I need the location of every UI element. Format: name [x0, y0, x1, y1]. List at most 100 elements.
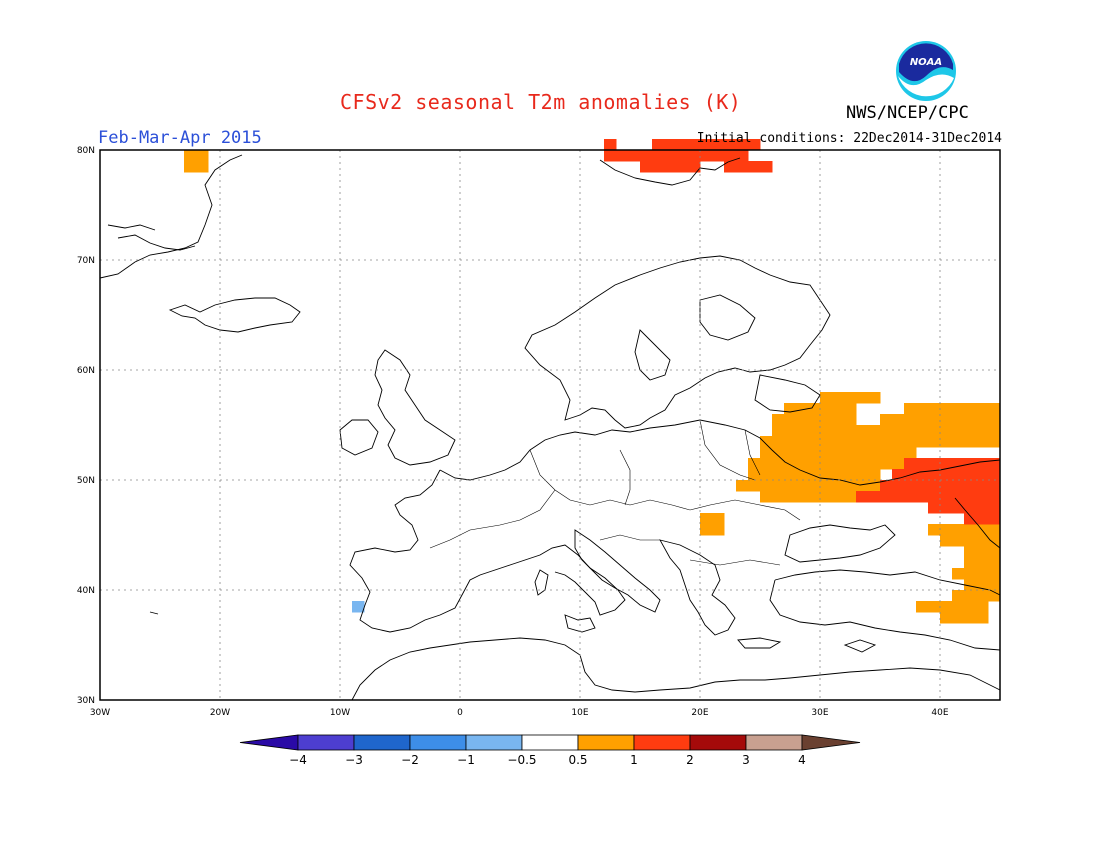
- anomaly-cell: [844, 436, 857, 448]
- anomaly-cell: [652, 139, 665, 151]
- anomaly-cell: [976, 436, 989, 448]
- lat-tick-label: 80N: [77, 146, 95, 156]
- anomaly-cell: [820, 469, 833, 481]
- anomaly-cell: [940, 535, 953, 547]
- anomaly-cell: [964, 546, 977, 558]
- anomaly-cell: [652, 161, 665, 173]
- anomaly-cell: [928, 601, 941, 613]
- anomaly-cell: [904, 458, 917, 470]
- anomaly-cell: [976, 425, 989, 437]
- anomaly-cell: [904, 480, 917, 492]
- anomaly-cell: [916, 480, 929, 492]
- anomaly-cell: [748, 469, 761, 481]
- anomaly-cell: [964, 601, 977, 613]
- anomaly-cell: [856, 480, 869, 492]
- anomaly-cell: [904, 425, 917, 437]
- anomaly-cell: [916, 414, 929, 426]
- anomaly-cell: [604, 150, 617, 162]
- anomaly-cell: [688, 161, 701, 173]
- anomaly-cell: [904, 414, 917, 426]
- anomaly-cell: [784, 458, 797, 470]
- anomaly-cell: [736, 480, 749, 492]
- anomaly-cell: [964, 579, 977, 591]
- anomaly-cell: [820, 480, 833, 492]
- anomaly-cell: [196, 161, 209, 173]
- anomaly-cell: [964, 535, 977, 547]
- anomaly-cell: [988, 414, 1001, 426]
- anomaly-cell: [676, 161, 689, 173]
- anomaly-cell: [772, 480, 785, 492]
- anomaly-cell: [760, 458, 773, 470]
- anomaly-cell: [976, 469, 989, 481]
- anomaly-cell: [928, 458, 941, 470]
- longitude-labels: 30W 20W 10W 0 10E 20E 30E 40E: [90, 708, 949, 718]
- anomaly-cell: [760, 480, 773, 492]
- anomaly-cell: [952, 535, 965, 547]
- colorbar-label: −1: [457, 753, 475, 767]
- anomaly-cell: [760, 469, 773, 481]
- anomaly-cell: [892, 491, 905, 503]
- anomaly-cell: [844, 447, 857, 459]
- anomaly-cell: [880, 425, 893, 437]
- anomaly-cell: [880, 458, 893, 470]
- anomaly-cell: [916, 491, 929, 503]
- anomaly-cell: [700, 139, 713, 151]
- anomaly-cell: [844, 480, 857, 492]
- anomaly-cell: [652, 150, 665, 162]
- anomaly-cell: [988, 546, 1001, 558]
- colorbar-upper-arrow: [801, 734, 861, 751]
- anomaly-cell: [796, 403, 809, 415]
- anomaly-cell: [916, 436, 929, 448]
- anomaly-cell: [952, 612, 965, 624]
- anomaly-cell: [700, 524, 713, 536]
- lat-tick-label: 30N: [77, 696, 95, 706]
- anomaly-cell: [184, 161, 197, 173]
- anomaly-cell: [820, 447, 833, 459]
- anomaly-cell: [676, 150, 689, 162]
- anomaly-cell: [964, 513, 977, 525]
- anomaly-cell: [928, 469, 941, 481]
- lon-tick-label: 0: [457, 708, 463, 718]
- anomaly-cell: [760, 436, 773, 448]
- lon-tick-label: 10W: [330, 708, 350, 718]
- lon-tick-label: 20E: [691, 708, 708, 718]
- anomaly-cell: [964, 590, 977, 602]
- anomaly-cell: [952, 491, 965, 503]
- anomaly-cell: [976, 546, 989, 558]
- anomaly-cell: [976, 403, 989, 415]
- anomaly-cell: [856, 425, 869, 437]
- anomaly-cell: [928, 502, 941, 514]
- colorbar-label: −2: [401, 753, 419, 767]
- anomaly-cell: [868, 392, 881, 404]
- anomaly-cell: [916, 601, 929, 613]
- anomaly-cell: [988, 469, 1001, 481]
- anomaly-cell: [940, 612, 953, 624]
- anomaly-cell: [796, 447, 809, 459]
- anomaly-cell: [784, 447, 797, 459]
- anomaly-cell: [844, 491, 857, 503]
- anomaly-cell: [832, 480, 845, 492]
- anomaly-cell: [724, 161, 737, 173]
- anomaly-cell: [904, 491, 917, 503]
- anomaly-cell: [664, 150, 677, 162]
- anomaly-cell: [988, 458, 1001, 470]
- anomaly-cell: [928, 480, 941, 492]
- agency-label: NWS/NCEP/CPC: [846, 103, 969, 123]
- anomaly-cell: [892, 436, 905, 448]
- anomaly-cell: [880, 491, 893, 503]
- anomaly-cell: [928, 491, 941, 503]
- anomaly-cell: [832, 436, 845, 448]
- anomaly-cell: [808, 425, 821, 437]
- anomaly-cell: [808, 469, 821, 481]
- anomaly-cell: [784, 469, 797, 481]
- anomaly-cell: [952, 469, 965, 481]
- anomaly-cell: [772, 447, 785, 459]
- anomaly-cell: [748, 139, 761, 151]
- anomaly-cell: [844, 469, 857, 481]
- anomaly-cell: [928, 436, 941, 448]
- anomaly-cell: [700, 513, 713, 525]
- anomaly-cell: [952, 425, 965, 437]
- latitude-labels: 30N 40N 50N 60N 70N 80N: [77, 146, 95, 706]
- anomaly-cell: [940, 469, 953, 481]
- anomaly-cell: [784, 425, 797, 437]
